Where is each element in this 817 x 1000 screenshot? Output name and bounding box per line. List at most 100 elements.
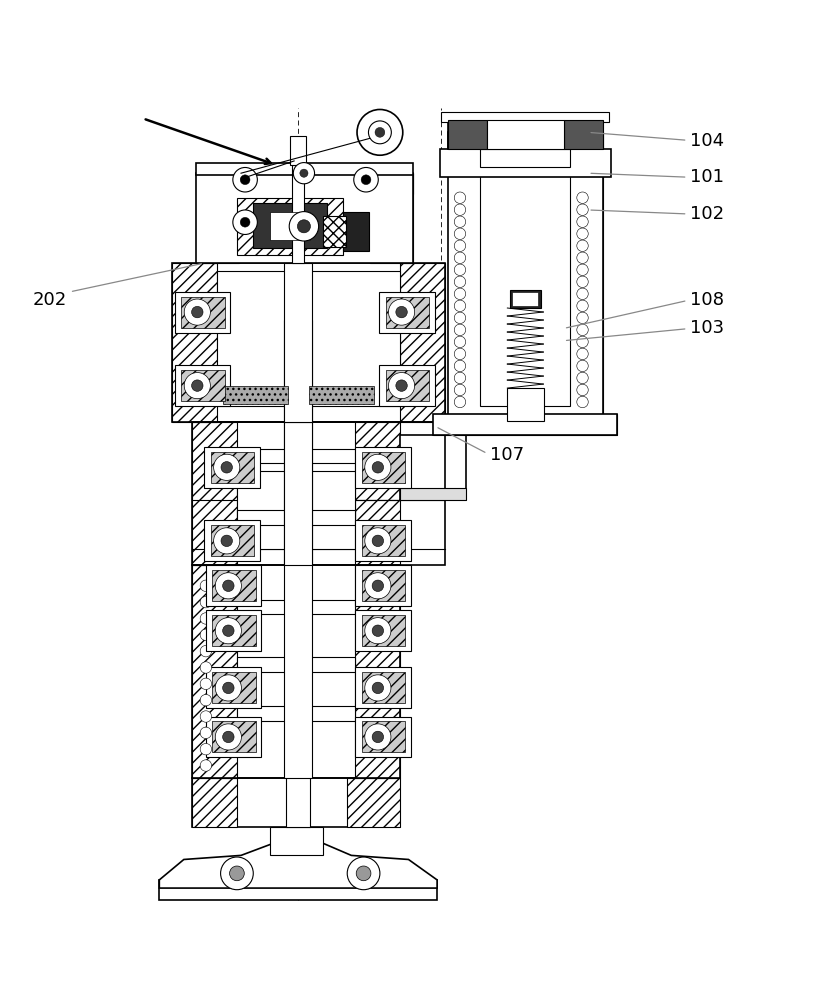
Bar	[480, 149, 570, 167]
Bar	[237, 706, 355, 721]
Bar	[480, 165, 570, 406]
Bar	[172, 263, 217, 422]
Circle shape	[454, 240, 466, 251]
Polygon shape	[159, 827, 437, 888]
Circle shape	[577, 216, 588, 227]
Bar	[400, 263, 445, 422]
Bar	[362, 672, 405, 703]
Circle shape	[388, 373, 414, 399]
Bar	[347, 778, 400, 827]
Bar	[196, 173, 413, 194]
Bar	[355, 610, 411, 651]
Bar	[448, 120, 487, 149]
Circle shape	[454, 228, 466, 239]
Circle shape	[375, 127, 385, 137]
Bar	[192, 422, 445, 565]
Circle shape	[454, 252, 466, 264]
Circle shape	[454, 192, 466, 203]
Circle shape	[216, 675, 242, 701]
Circle shape	[577, 240, 588, 251]
Bar	[237, 510, 355, 525]
Text: 101: 101	[591, 168, 725, 186]
Bar	[512, 292, 538, 306]
Circle shape	[200, 645, 212, 657]
Circle shape	[577, 336, 588, 348]
Bar	[212, 570, 256, 601]
Bar	[253, 203, 327, 248]
Bar	[355, 667, 411, 708]
Circle shape	[200, 760, 212, 771]
Bar	[362, 525, 405, 556]
Bar	[175, 292, 230, 333]
Circle shape	[372, 535, 384, 547]
Circle shape	[454, 396, 466, 408]
Bar	[196, 173, 239, 263]
Bar	[196, 173, 413, 263]
Circle shape	[200, 678, 212, 690]
Circle shape	[454, 216, 466, 227]
Bar	[323, 216, 346, 247]
Circle shape	[354, 167, 378, 192]
Text: 108: 108	[566, 291, 725, 328]
Circle shape	[454, 300, 466, 312]
Bar	[286, 745, 310, 827]
Circle shape	[577, 252, 588, 264]
Circle shape	[388, 299, 414, 325]
Circle shape	[200, 743, 212, 755]
Circle shape	[454, 360, 466, 372]
Circle shape	[347, 857, 380, 890]
Circle shape	[200, 629, 212, 641]
Circle shape	[191, 306, 203, 318]
Bar	[379, 292, 435, 333]
Circle shape	[300, 169, 308, 177]
Circle shape	[454, 336, 466, 348]
Bar	[270, 827, 323, 855]
Circle shape	[297, 220, 310, 233]
Circle shape	[372, 625, 384, 636]
Bar	[292, 165, 304, 263]
Circle shape	[216, 724, 242, 750]
Circle shape	[577, 384, 588, 396]
Circle shape	[454, 276, 466, 288]
Bar	[192, 422, 237, 565]
Text: 104: 104	[591, 132, 725, 150]
Bar	[448, 120, 603, 149]
Circle shape	[214, 528, 240, 554]
Text: 202: 202	[33, 264, 202, 309]
Bar	[448, 132, 480, 422]
Circle shape	[454, 204, 466, 215]
Circle shape	[222, 682, 234, 694]
Bar	[212, 672, 256, 703]
Bar	[362, 615, 405, 646]
Bar	[355, 520, 411, 561]
Bar	[362, 570, 405, 601]
Circle shape	[200, 727, 212, 739]
Circle shape	[454, 264, 466, 276]
Bar	[172, 263, 445, 422]
Circle shape	[372, 462, 384, 473]
Bar	[355, 422, 400, 500]
Circle shape	[216, 618, 242, 644]
Bar	[211, 525, 254, 556]
Circle shape	[577, 264, 588, 276]
Bar	[270, 212, 310, 240]
Bar	[362, 452, 405, 483]
Bar	[487, 120, 564, 149]
Bar	[379, 365, 435, 406]
Bar	[181, 297, 225, 328]
Circle shape	[356, 866, 371, 881]
Bar	[284, 263, 312, 422]
Text: 107: 107	[438, 428, 525, 464]
Bar	[507, 388, 544, 421]
Circle shape	[372, 731, 384, 743]
Circle shape	[577, 324, 588, 336]
Circle shape	[230, 866, 244, 881]
Bar	[206, 717, 261, 757]
Circle shape	[184, 299, 210, 325]
Bar	[284, 320, 312, 778]
Bar	[206, 565, 261, 606]
Circle shape	[216, 573, 242, 599]
Bar	[448, 132, 603, 422]
Circle shape	[454, 348, 466, 360]
Circle shape	[454, 312, 466, 324]
